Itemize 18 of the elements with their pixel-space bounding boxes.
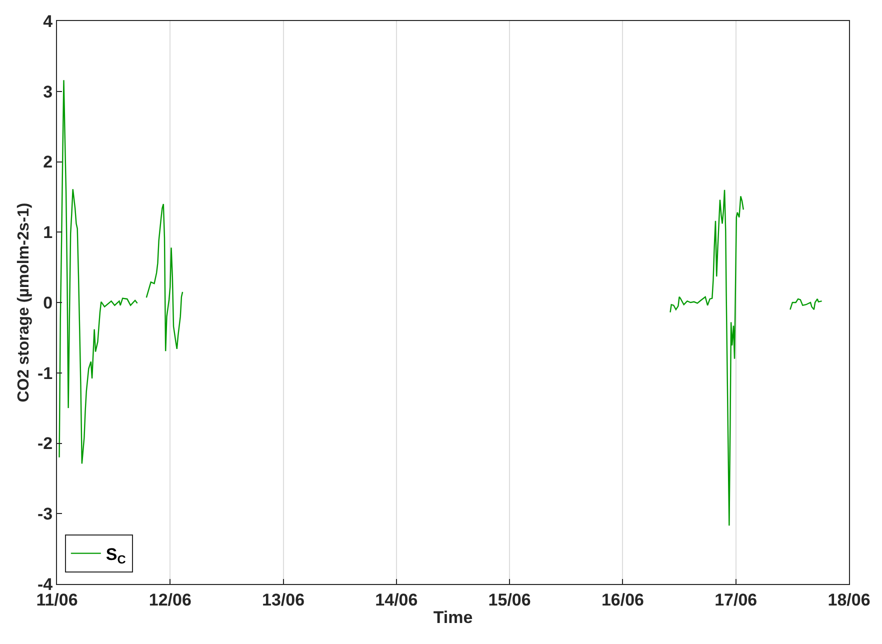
- y-tick-label: 3: [43, 82, 53, 102]
- y-axis-title: CO2 storage (µmolm-2s-1): [15, 202, 32, 402]
- x-tick-label: 18/06: [828, 590, 870, 610]
- y-tick-label: -3: [37, 504, 53, 524]
- y-tick-label: 0: [43, 293, 53, 312]
- y-tick-label: -1: [37, 364, 53, 383]
- x-tick-label: 17/06: [714, 590, 758, 610]
- x-tick-label: 14/06: [375, 590, 418, 610]
- legend-label: S$_{C}$: [106, 544, 126, 566]
- x-tick-label: 15/06: [488, 590, 531, 610]
- y-tick-label: 2: [43, 152, 53, 172]
- y-tick-label: -2: [37, 434, 53, 454]
- x-tick-label: 12/06: [148, 590, 192, 610]
- x-tick-label: 13/06: [262, 590, 305, 610]
- x-tick-label: 16/06: [601, 590, 644, 610]
- x-axis-title: Time: [433, 608, 473, 627]
- y-tick-label: 4: [43, 12, 54, 31]
- y-tick-label: 1: [43, 223, 53, 242]
